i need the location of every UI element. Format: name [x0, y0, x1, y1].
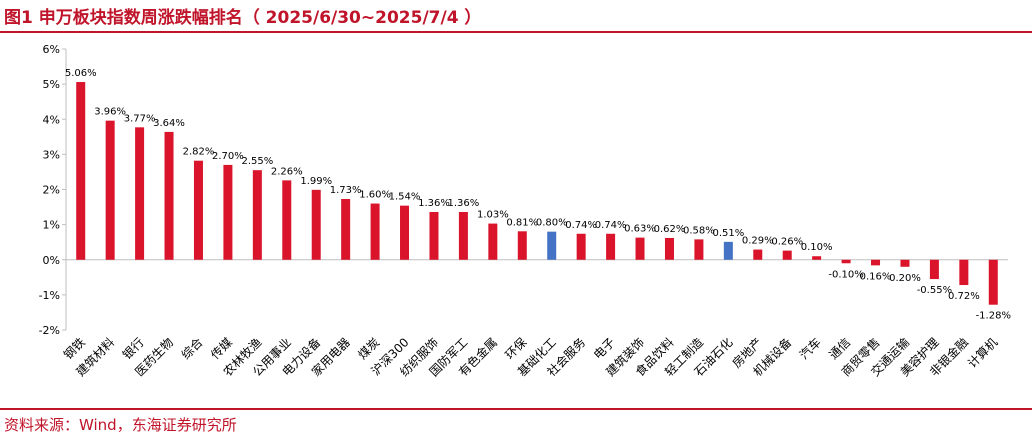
- bar: [694, 239, 704, 260]
- y-tick-label: 3%: [43, 148, 60, 161]
- data-label: 0.81%: [506, 217, 538, 228]
- data-label: 1.54%: [389, 192, 421, 203]
- bar: [900, 259, 910, 267]
- data-label: 2.70%: [212, 151, 244, 162]
- data-label: 0.29%: [742, 236, 774, 247]
- bar: [164, 131, 174, 260]
- bar-chart: -2%-1%0%1%2%3%4%5%6%5.06%钢铁3.96%建筑材料3.77…: [39, 43, 1011, 379]
- bar: [812, 256, 822, 260]
- bar: [723, 241, 733, 260]
- bottom-rule: [0, 408, 1032, 410]
- bar: [841, 259, 851, 264]
- data-label: -0.10%: [828, 269, 863, 280]
- data-label: 0.74%: [595, 220, 627, 231]
- bar: [282, 180, 292, 260]
- data-label: 0.63%: [624, 224, 656, 235]
- y-tick-label: 2%: [43, 184, 60, 197]
- bar: [959, 259, 969, 286]
- bar: [311, 189, 321, 260]
- data-label: 0.10%: [801, 242, 833, 253]
- data-label: 2.26%: [271, 166, 303, 177]
- data-label: 0.58%: [683, 225, 715, 236]
- y-tick-label: 6%: [43, 43, 60, 56]
- data-label: 1.73%: [330, 185, 362, 196]
- y-tick-label: 0%: [43, 254, 60, 267]
- data-label: 1.60%: [359, 190, 391, 201]
- category-label: 计算机: [964, 335, 1000, 371]
- data-label: 0.62%: [654, 224, 686, 235]
- data-label: 1.03%: [477, 210, 509, 221]
- data-label: 2.55%: [241, 156, 273, 167]
- data-label: 0.20%: [889, 273, 921, 284]
- source-note: 资料来源：Wind，东海证券研究所: [4, 416, 237, 434]
- data-label: 0.80%: [536, 218, 568, 229]
- data-label: -0.55%: [917, 285, 952, 296]
- category-label: 综合: [178, 335, 206, 363]
- data-label: 5.06%: [65, 68, 97, 79]
- data-label: 1.36%: [448, 198, 480, 209]
- bar: [547, 231, 557, 260]
- y-tick-label: 1%: [43, 219, 60, 232]
- bar: [193, 160, 203, 260]
- y-tick-label: 5%: [43, 78, 60, 91]
- bar: [105, 120, 115, 260]
- bar: [782, 250, 792, 260]
- bar: [341, 198, 351, 260]
- y-tick-label: -1%: [39, 289, 60, 302]
- data-label: 2.82%: [183, 147, 215, 158]
- y-tick-label: 4%: [43, 113, 60, 126]
- bar: [929, 259, 939, 280]
- top-rule: [0, 31, 1032, 33]
- bar: [635, 237, 645, 260]
- bar: [135, 127, 145, 260]
- bar: [664, 237, 674, 260]
- bar: [988, 259, 998, 305]
- data-label: 3.77%: [124, 113, 156, 124]
- bar: [400, 205, 410, 260]
- data-label: 3.96%: [94, 107, 126, 118]
- data-label: -1.28%: [976, 311, 1011, 322]
- data-label: 0.51%: [712, 228, 744, 239]
- bar: [606, 233, 616, 260]
- data-label: 0.16%: [860, 271, 892, 282]
- bar: [223, 164, 233, 260]
- bar: [458, 211, 468, 260]
- data-label: 0.72%: [948, 291, 980, 302]
- data-label: 1.99%: [300, 176, 332, 187]
- bar: [370, 203, 380, 260]
- bar: [871, 259, 881, 266]
- data-label: 1.36%: [418, 198, 450, 209]
- category-label: 汽车: [796, 335, 824, 363]
- bar: [753, 249, 763, 260]
- bar: [429, 211, 439, 260]
- chart-title: 图1 申万板块指数周涨跌幅排名（ 2025/6/30~2025/7/4 ）: [4, 8, 482, 28]
- bar: [252, 170, 262, 260]
- bar: [76, 82, 86, 260]
- y-tick-label: -2%: [39, 324, 60, 337]
- data-label: 0.26%: [771, 237, 803, 248]
- bar: [576, 233, 586, 260]
- data-label: 3.64%: [153, 118, 185, 129]
- data-label: 0.74%: [565, 220, 597, 231]
- bar: [517, 231, 527, 260]
- bar: [488, 223, 498, 260]
